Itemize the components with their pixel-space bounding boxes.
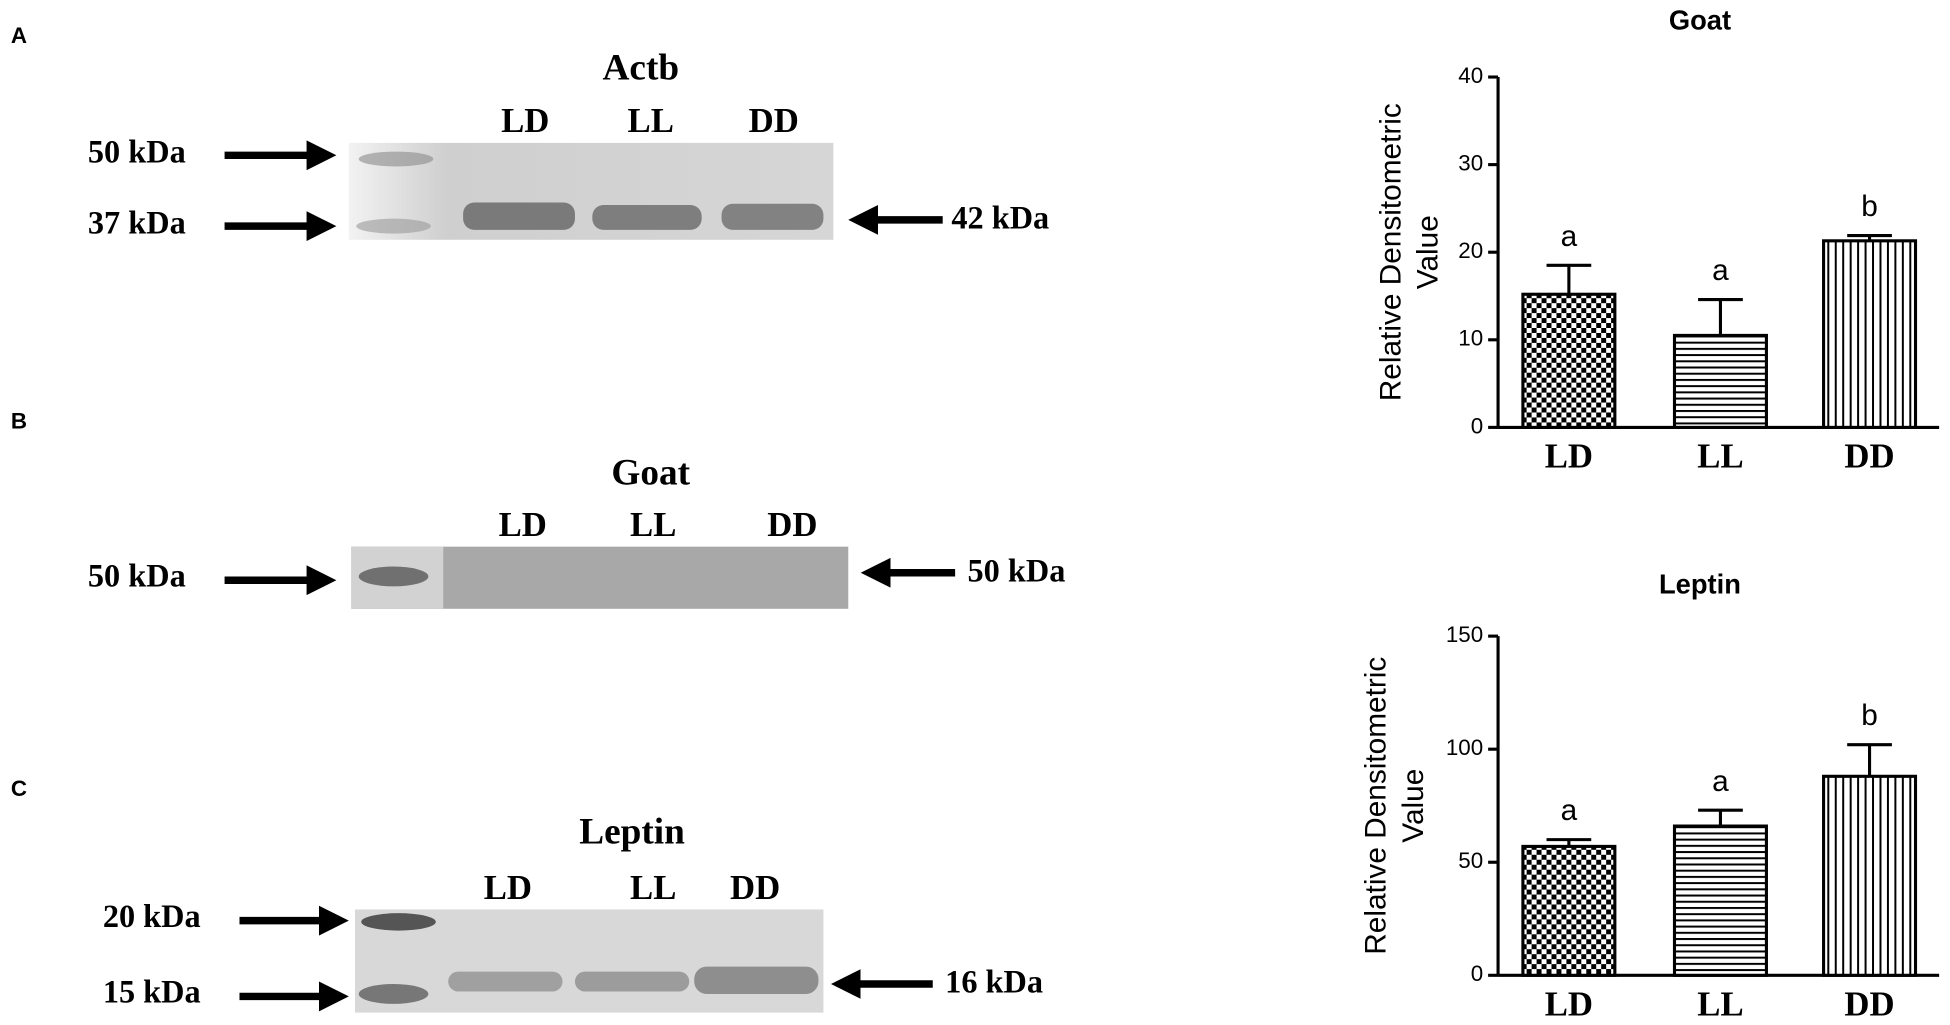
marker-label: 16 kDa <box>945 964 1043 1000</box>
significance-letter: a <box>1712 254 1729 287</box>
lane-label: LL <box>630 868 676 907</box>
y-tick-label: 40 <box>1458 63 1483 88</box>
significance-letter: b <box>1861 699 1878 732</box>
marker-label: 50 kDa <box>968 552 1066 588</box>
y-tick-label: 150 <box>1446 622 1483 647</box>
bar <box>1521 292 1617 429</box>
y-tick-label: 20 <box>1458 238 1483 263</box>
lane-label: LD <box>501 101 549 140</box>
lane-label: LD <box>499 505 547 544</box>
lane-label: LL <box>628 101 674 140</box>
y-axis-label-line: Relative Densitometric <box>1359 657 1392 955</box>
band <box>592 205 702 230</box>
ladder-band <box>358 984 429 1004</box>
marker-label: 20 kDa <box>103 898 201 934</box>
bar <box>1822 239 1918 429</box>
ladder-band <box>361 913 436 931</box>
x-tick-label: LD <box>1545 985 1593 1024</box>
significance-letter: a <box>1561 794 1578 827</box>
bar <box>1521 844 1617 977</box>
ladder-band <box>358 151 434 167</box>
y-axis-label-line: Value <box>1397 769 1430 843</box>
blot-title: Goat <box>611 452 690 493</box>
chart-title: Goat <box>1669 5 1731 36</box>
y-axis-label-line: Relative Densitometric <box>1374 103 1407 401</box>
y-tick-label: 50 <box>1458 848 1483 873</box>
y-tick-label: 100 <box>1446 735 1483 760</box>
marker-label: 37 kDa <box>88 205 186 241</box>
bar <box>1672 824 1768 977</box>
lane-label: DD <box>767 505 817 544</box>
band <box>448 971 563 992</box>
marker-label: 50 kDa <box>88 557 186 593</box>
band <box>463 202 575 230</box>
chart-title: Leptin <box>1659 569 1741 600</box>
y-tick-label: 10 <box>1458 326 1483 351</box>
band <box>694 966 819 994</box>
y-axis-label: Relative Densitometric Value <box>1374 103 1444 401</box>
marker-label: 50 kDa <box>88 134 186 170</box>
band <box>574 971 690 992</box>
ladder-band <box>358 566 429 587</box>
y-tick-label: 30 <box>1458 151 1483 176</box>
blot-title: Leptin <box>579 811 685 852</box>
y-tick-label: 0 <box>1471 413 1483 438</box>
significance-letter: a <box>1712 765 1729 798</box>
x-tick-label: DD <box>1844 985 1894 1024</box>
lane-label: DD <box>730 868 780 907</box>
arrows <box>224 140 956 1012</box>
y-axis-label: Relative Densitometric Value <box>1359 657 1429 955</box>
lane-label: DD <box>749 101 799 140</box>
marker-label: 15 kDa <box>103 974 201 1010</box>
x-tick-label: LL <box>1697 985 1743 1024</box>
lane-label: LD <box>484 868 532 907</box>
lane-label: LL <box>630 505 676 544</box>
bar <box>1822 774 1918 977</box>
blot-image <box>355 909 824 1013</box>
panel-letter: B <box>11 408 27 433</box>
x-tick-label: DD <box>1844 437 1894 476</box>
significance-letter: b <box>1861 190 1878 223</box>
x-tick-label: LD <box>1545 437 1593 476</box>
y-axis-label-line: Value <box>1412 215 1445 289</box>
panel-letter: A <box>11 23 27 48</box>
significance-letter: a <box>1561 220 1578 253</box>
y-tick-label: 0 <box>1471 961 1483 986</box>
marker-label: 42 kDa <box>951 200 1049 236</box>
panel-letter: C <box>11 776 27 801</box>
band <box>721 203 824 230</box>
ladder-band <box>356 218 431 234</box>
x-tick-label: LL <box>1697 437 1743 476</box>
blot-title: Actb <box>602 47 679 88</box>
bar <box>1672 333 1768 429</box>
